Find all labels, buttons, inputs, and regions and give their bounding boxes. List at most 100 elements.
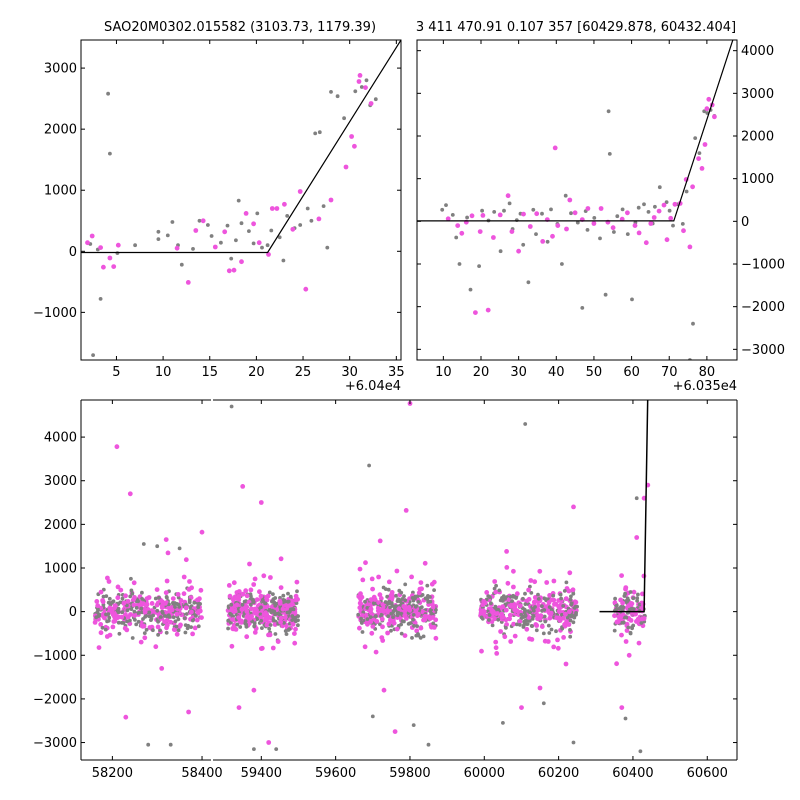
pink-data-point <box>542 638 548 644</box>
gray-data-point <box>628 630 633 635</box>
pink-data-point <box>101 264 106 270</box>
pink-data-point <box>107 255 113 261</box>
gray-data-point <box>631 607 636 611</box>
gray-data-point <box>164 630 169 635</box>
gray-data-point <box>106 612 111 616</box>
gray-data-point <box>625 232 630 237</box>
gray-data-point <box>120 596 125 601</box>
pink-data-point <box>521 211 526 217</box>
pink-data-point <box>528 578 534 583</box>
gray-data-point <box>100 625 105 630</box>
pink-data-point <box>551 644 557 650</box>
gray-data-point <box>523 591 527 596</box>
gray-data-point <box>574 611 578 615</box>
gray-data-point <box>164 595 169 599</box>
gray-outlier-point <box>370 714 375 719</box>
pink-data-point <box>656 208 662 214</box>
pink-data-point <box>704 106 710 112</box>
gray-data-point <box>492 210 497 214</box>
pink-data-point <box>85 240 90 246</box>
pink-outlier-point <box>127 491 133 497</box>
gray-data-point <box>194 614 198 618</box>
pink-data-point <box>107 632 113 638</box>
gray-data-point <box>259 618 264 623</box>
pink-data-point <box>509 229 515 235</box>
pink-data-point <box>534 211 540 217</box>
pink-data-point <box>164 578 170 584</box>
pink-data-point <box>252 630 258 635</box>
pink-data-point <box>380 638 386 643</box>
gray-outlier-point <box>141 542 146 546</box>
pink-data-point <box>681 228 686 234</box>
pink-data-point <box>485 307 491 313</box>
gray-data-point <box>371 601 376 606</box>
pink-data-point <box>118 587 124 593</box>
gray-data-point <box>411 613 416 617</box>
gray-outlier-point <box>634 496 639 501</box>
pink-data-point <box>386 621 392 627</box>
gray-data-point <box>272 609 277 614</box>
pink-data-point <box>189 609 194 615</box>
pink-data-point <box>623 639 629 644</box>
pink-data-point <box>110 612 116 617</box>
gray-data-point <box>536 592 540 597</box>
gray-data-point <box>402 594 406 598</box>
pink-data-point <box>500 614 506 620</box>
gray-data-point <box>209 234 214 238</box>
pink-data-point <box>377 592 383 598</box>
gray-data-point <box>364 78 369 83</box>
gray-data-point <box>572 614 576 618</box>
gray-data-point <box>268 623 273 627</box>
pink-data-point <box>614 661 619 667</box>
pink-data-point <box>429 624 434 630</box>
gray-data-point <box>121 621 126 625</box>
pink-data-point <box>272 622 278 627</box>
gray-data-point <box>238 625 243 629</box>
gray-outlier-point <box>252 747 256 751</box>
x-tick-label: 25 <box>295 365 312 380</box>
gray-data-point <box>399 590 404 595</box>
pink-data-point <box>570 587 576 593</box>
pink-data-point <box>539 624 545 629</box>
gray-data-point <box>313 131 318 136</box>
x-tick-label: 10 <box>155 365 172 380</box>
pink-data-point <box>526 587 531 593</box>
gray-data-point <box>545 239 550 244</box>
gray-outlier-point <box>274 747 279 751</box>
pink-data-point <box>626 603 632 608</box>
gray-data-point <box>387 599 392 604</box>
gray-data-point <box>129 576 133 581</box>
y-tick-label: 1000 <box>44 184 77 199</box>
pink-data-point <box>668 215 674 221</box>
pink-data-point <box>294 579 300 585</box>
pink-data-point <box>175 592 181 597</box>
x-tick-label: 60400 <box>612 766 653 781</box>
gray-data-point <box>234 238 238 243</box>
gray-outlier-point <box>523 422 528 426</box>
gray-data-point <box>667 208 672 213</box>
pink-data-point <box>111 619 117 624</box>
gray-data-point <box>271 597 276 602</box>
gray-data-point <box>540 604 544 609</box>
gray-data-point <box>391 615 395 619</box>
y-tick-label: −1000 <box>33 649 77 664</box>
pink-data-point <box>416 611 421 617</box>
gray-data-point <box>549 627 554 632</box>
y-tick-label: 3000 <box>44 62 77 77</box>
gray-data-point <box>568 597 573 602</box>
pink-data-point <box>628 618 634 623</box>
gray-data-point <box>414 633 419 638</box>
gray-data-point <box>702 109 707 114</box>
pink-data-point <box>381 608 386 614</box>
gray-data-point <box>321 204 326 209</box>
x-tick-label: 70 <box>661 365 678 380</box>
pink-data-point <box>585 206 591 211</box>
x-tick-label: 60 <box>623 365 640 380</box>
gray-data-point <box>529 591 534 595</box>
gray-data-point <box>560 626 565 631</box>
pink-data-point <box>197 608 203 614</box>
pink-data-point <box>98 622 104 627</box>
x-tick-label: 30 <box>510 365 527 380</box>
pink-data-point <box>664 237 670 243</box>
gray-data-point <box>359 85 364 89</box>
